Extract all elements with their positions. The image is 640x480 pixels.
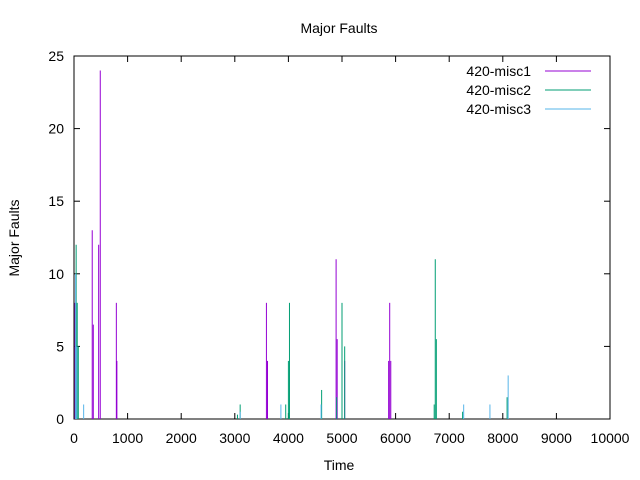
y-tick-label: 10 (48, 266, 64, 282)
y-tick-label: 20 (48, 121, 64, 137)
series-420-misc1 (74, 70, 392, 419)
legend-label: 420-misc1 (466, 63, 531, 79)
x-tick-label: 6000 (380, 430, 411, 446)
y-axis-label: Major Faults (6, 199, 22, 276)
y-tick-label: 5 (56, 338, 64, 354)
x-axis: 0 1000 2000 3000 4000 5000 6000 7000 8000 9000 100… (70, 56, 630, 446)
x-tick-label: 0 (70, 430, 78, 446)
x-axis-label: Time (324, 457, 355, 473)
x-tick-label: 5000 (326, 430, 357, 446)
x-tick-label: 10000 (591, 430, 630, 446)
x-tick-label: 2000 (166, 430, 197, 446)
x-tick-label: 8000 (487, 430, 518, 446)
x-tick-label: 4000 (273, 430, 304, 446)
x-tick-label: 7000 (434, 430, 465, 446)
y-tick-label: 25 (48, 48, 64, 64)
chart-title: Major Faults (300, 20, 377, 36)
series-420-misc3 (75, 273, 509, 419)
y-tick-label: 0 (56, 411, 64, 427)
series-420-misc2 (75, 244, 508, 419)
legend-label: 420-misc3 (466, 101, 531, 117)
y-tick-label: 15 (48, 193, 64, 209)
x-tick-label: 1000 (112, 430, 143, 446)
legend-label: 420-misc2 (466, 82, 531, 98)
x-tick-label: 9000 (541, 430, 572, 446)
legend: 420-misc1 420-misc2 420-misc3 (466, 63, 591, 117)
x-tick-label: 3000 (219, 430, 250, 446)
series-layer (74, 70, 509, 419)
y-axis: 0 5 10 15 20 25 (48, 48, 610, 427)
